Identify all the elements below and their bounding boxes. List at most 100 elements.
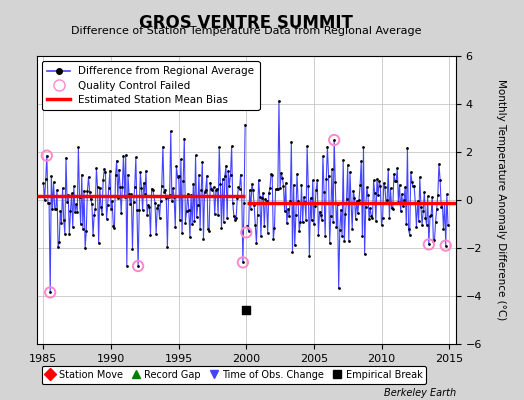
Point: [94, 240, 103, 246]
Point: [167, 128, 175, 134]
Point: [239, 259, 247, 266]
Point: [350, 194, 358, 201]
Point: [354, 210, 362, 216]
Point: [109, 222, 117, 229]
Point: [399, 203, 407, 210]
Point: [95, 185, 104, 191]
Point: [195, 172, 203, 178]
Point: [174, 172, 183, 179]
Point: [442, 242, 450, 249]
Point: [81, 245, 89, 251]
Point: [292, 212, 300, 218]
Point: [280, 208, 289, 214]
Point: [304, 183, 312, 189]
Point: [444, 222, 452, 228]
Point: [366, 205, 375, 212]
Point: [414, 218, 423, 224]
Point: [74, 144, 83, 151]
Point: [386, 185, 395, 192]
Point: [440, 200, 449, 206]
Point: [310, 221, 318, 227]
Point: [70, 183, 78, 190]
Point: [387, 205, 396, 212]
Point: [383, 196, 391, 203]
Point: [57, 220, 66, 226]
Point: [243, 222, 252, 229]
Point: [267, 171, 275, 178]
Point: [346, 169, 354, 175]
Point: [181, 219, 190, 226]
Point: [375, 178, 384, 185]
Point: [77, 221, 85, 228]
Point: [194, 202, 202, 208]
Point: [196, 226, 204, 232]
Point: [379, 180, 388, 186]
Point: [106, 168, 114, 174]
Point: [80, 188, 88, 194]
Point: [215, 144, 223, 150]
Point: [409, 183, 417, 190]
Point: [249, 187, 257, 194]
Point: [165, 194, 173, 200]
Point: [308, 217, 316, 224]
Point: [318, 217, 326, 223]
Point: [53, 187, 61, 193]
Point: [337, 206, 345, 213]
Point: [405, 226, 413, 233]
Point: [176, 217, 184, 224]
Y-axis label: Monthly Temperature Anomaly Difference (°C): Monthly Temperature Anomaly Difference (…: [496, 79, 506, 321]
Point: [198, 159, 206, 165]
Point: [149, 186, 157, 193]
Point: [121, 194, 129, 200]
Point: [112, 172, 120, 178]
Point: [434, 192, 442, 198]
Point: [316, 212, 325, 219]
Point: [437, 204, 445, 210]
Point: [305, 253, 313, 260]
Point: [410, 183, 418, 190]
Point: [331, 179, 340, 186]
Point: [369, 177, 378, 184]
Point: [126, 201, 134, 208]
Point: [241, 121, 249, 128]
Point: [153, 204, 161, 211]
Point: [330, 137, 339, 143]
Point: [277, 170, 286, 176]
Point: [140, 191, 149, 197]
Point: [180, 135, 189, 142]
Point: [303, 143, 311, 150]
Point: [352, 216, 360, 222]
Point: [136, 169, 145, 176]
Point: [56, 208, 64, 214]
Point: [301, 198, 309, 205]
Point: [101, 169, 110, 175]
Point: [255, 177, 263, 184]
Point: [227, 143, 236, 150]
Point: [200, 188, 209, 195]
Point: [247, 206, 255, 212]
Point: [67, 208, 75, 214]
Point: [397, 208, 405, 214]
Point: [235, 186, 244, 192]
Point: [402, 221, 410, 228]
Point: [359, 143, 368, 150]
Point: [46, 289, 54, 296]
Point: [420, 189, 429, 195]
Text: Berkeley Earth: Berkeley Earth: [384, 388, 456, 398]
Point: [242, 229, 250, 236]
Point: [284, 206, 292, 212]
Point: [221, 172, 229, 179]
Point: [426, 213, 434, 220]
Point: [79, 226, 87, 232]
Point: [102, 215, 111, 222]
Point: [90, 212, 99, 219]
Point: [143, 212, 151, 218]
Point: [110, 225, 118, 231]
Point: [232, 215, 241, 221]
Point: [190, 218, 199, 224]
Point: [376, 183, 385, 190]
Point: [423, 193, 432, 200]
Point: [427, 212, 435, 218]
Point: [244, 228, 253, 234]
Point: [211, 211, 219, 218]
